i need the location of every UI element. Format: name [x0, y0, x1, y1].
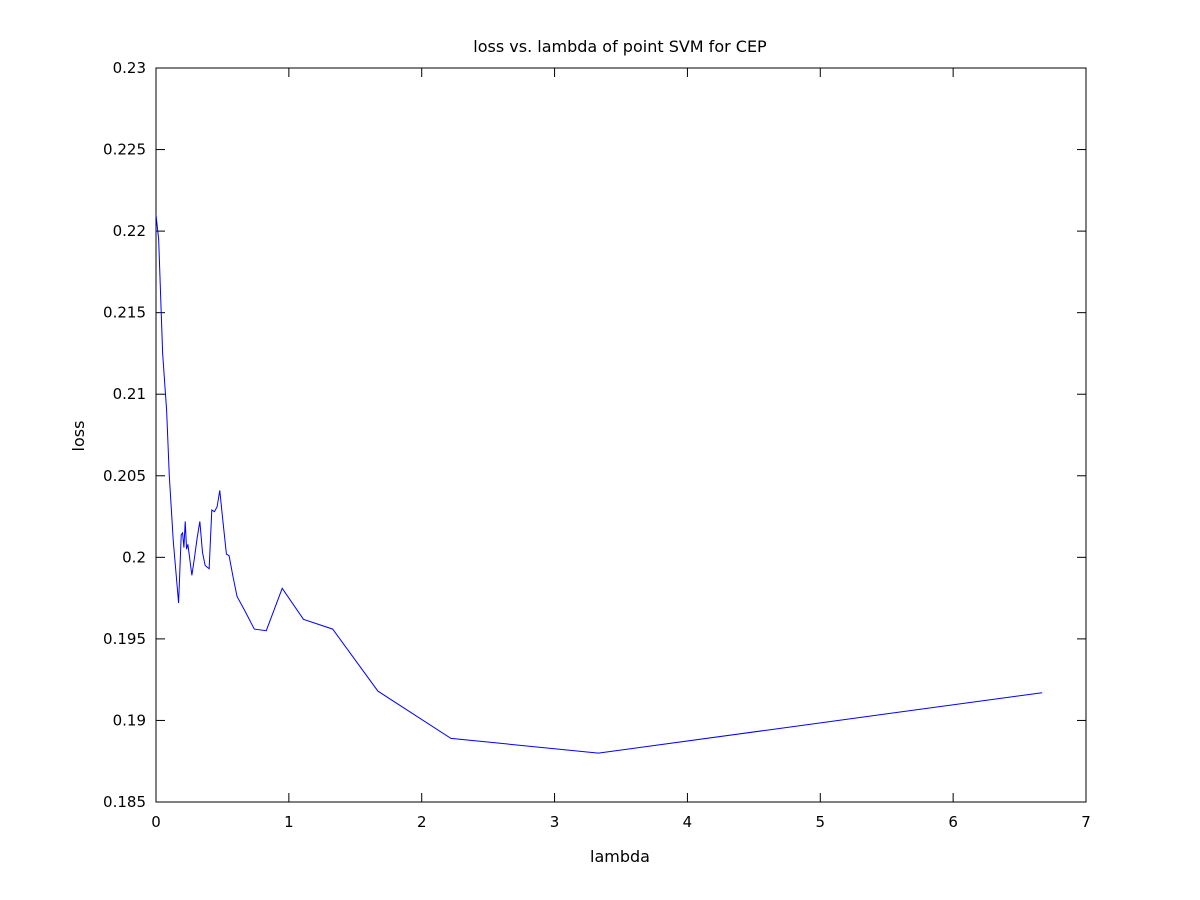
x-tick-label: 3	[550, 813, 560, 831]
chart-title: loss vs. lambda of point SVM for CEP	[473, 37, 767, 56]
y-tick-label: 0.2	[122, 548, 146, 566]
x-axis-title: lambda	[590, 847, 650, 866]
y-tick-label: 0.225	[103, 141, 146, 159]
x-tick-label: 5	[816, 813, 826, 831]
y-tick-label: 0.23	[113, 59, 146, 77]
y-tick-label: 0.185	[103, 793, 146, 811]
y-tick-label: 0.195	[103, 630, 146, 648]
x-tick-label: 0	[151, 813, 161, 831]
y-tick-label: 0.205	[103, 467, 146, 485]
x-axis: 0 1 2 3 4 5 6 7	[151, 68, 1091, 831]
x-tick-label: 7	[1081, 813, 1091, 831]
y-tick-label: 0.215	[103, 304, 146, 322]
x-tick-label: 6	[948, 813, 958, 831]
x-tick-label: 4	[683, 813, 693, 831]
y-axis-title: loss	[69, 421, 88, 452]
x-tick-label: 2	[417, 813, 427, 831]
plot-area-frame	[155, 67, 1087, 803]
y-tick-label: 0.22	[113, 222, 146, 240]
y-axis: 0.185 0.19 0.195 0.2 0.205 0.21 0.215 0.22 0.225…	[103, 59, 1086, 811]
y-tick-label: 0.21	[113, 385, 146, 403]
x-tick-label: 1	[284, 813, 294, 831]
y-tick-label: 0.19	[113, 711, 146, 729]
series-line	[155, 214, 1043, 754]
